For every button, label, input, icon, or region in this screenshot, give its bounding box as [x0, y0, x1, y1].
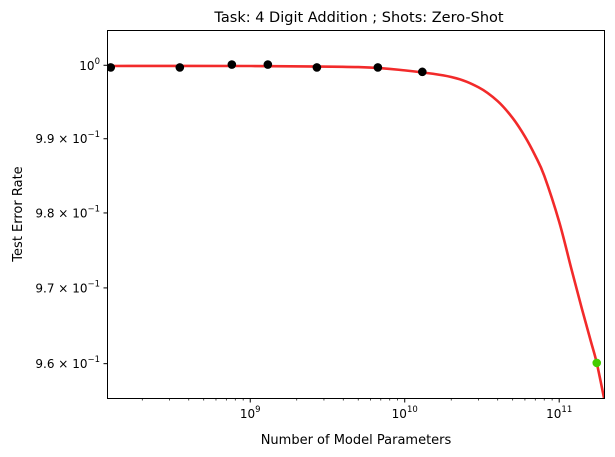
data-point: [373, 63, 383, 72]
y-tick-label-exponent: −1: [87, 279, 100, 289]
data-point: [418, 67, 427, 77]
y-tick-label-base: 10: [72, 132, 87, 146]
y-tick-label-exponent: −1: [87, 355, 100, 365]
chart-title: Task: 4 Digit Addition ; Shots: Zero-Sho…: [213, 10, 503, 26]
data-point: [108, 63, 116, 72]
x-tick-label: 1010: [392, 405, 418, 421]
fit-curve-line: [108, 64, 604, 398]
y-tick-label-exponent: −1: [87, 130, 100, 140]
axes-frame: [107, 30, 605, 399]
y-tick-label: 9.8 × 10−1: [35, 204, 100, 220]
y-tick-label-exponent: 0: [95, 57, 100, 67]
y-tick-label-base: 10: [72, 281, 87, 295]
x-tick-label-exponent: 9: [255, 405, 260, 415]
y-tick-label-mantissa: 9.6 ×: [35, 357, 72, 371]
x-axis-label: Number of Model Parameters: [261, 433, 452, 448]
data-point: [227, 60, 237, 69]
y-axis-label: Test Error Rate: [11, 166, 26, 262]
y-tick-label-base: 10: [72, 357, 87, 371]
x-tick-label-base: 10: [240, 407, 255, 421]
y-tick-label-base: 10: [72, 206, 87, 220]
y-tick-label-mantissa: 9.7 ×: [35, 281, 72, 295]
y-tick-label: 9.6 × 10−1: [35, 355, 100, 371]
data-point: [263, 60, 273, 69]
series-layer: [108, 60, 604, 398]
x-tick-label-base: 10: [546, 407, 561, 421]
predicted-point: [592, 358, 602, 368]
x-tick-label-exponent: 11: [561, 405, 572, 415]
y-tick-label: 9.9 × 10−1: [35, 130, 100, 146]
x-tick-label: 109: [240, 405, 261, 421]
x-tick-label-base: 10: [392, 407, 407, 421]
y-tick-label-base: 10: [79, 59, 94, 73]
x-major-ticks: 109 1010 1011: [240, 398, 572, 421]
y-tick-label-exponent: −1: [87, 204, 100, 214]
data-point: [312, 63, 322, 72]
y-tick-label: 9.7 × 10−1: [35, 279, 100, 295]
x-tick-label-exponent: 10: [407, 405, 418, 415]
y-tick-label: 100: [79, 57, 100, 73]
x-tick-label: 1011: [546, 405, 572, 421]
y-tick-label-mantissa: 9.8 ×: [35, 206, 72, 220]
data-point: [175, 63, 185, 72]
y-tick-label-mantissa: 9.9 ×: [35, 132, 72, 146]
